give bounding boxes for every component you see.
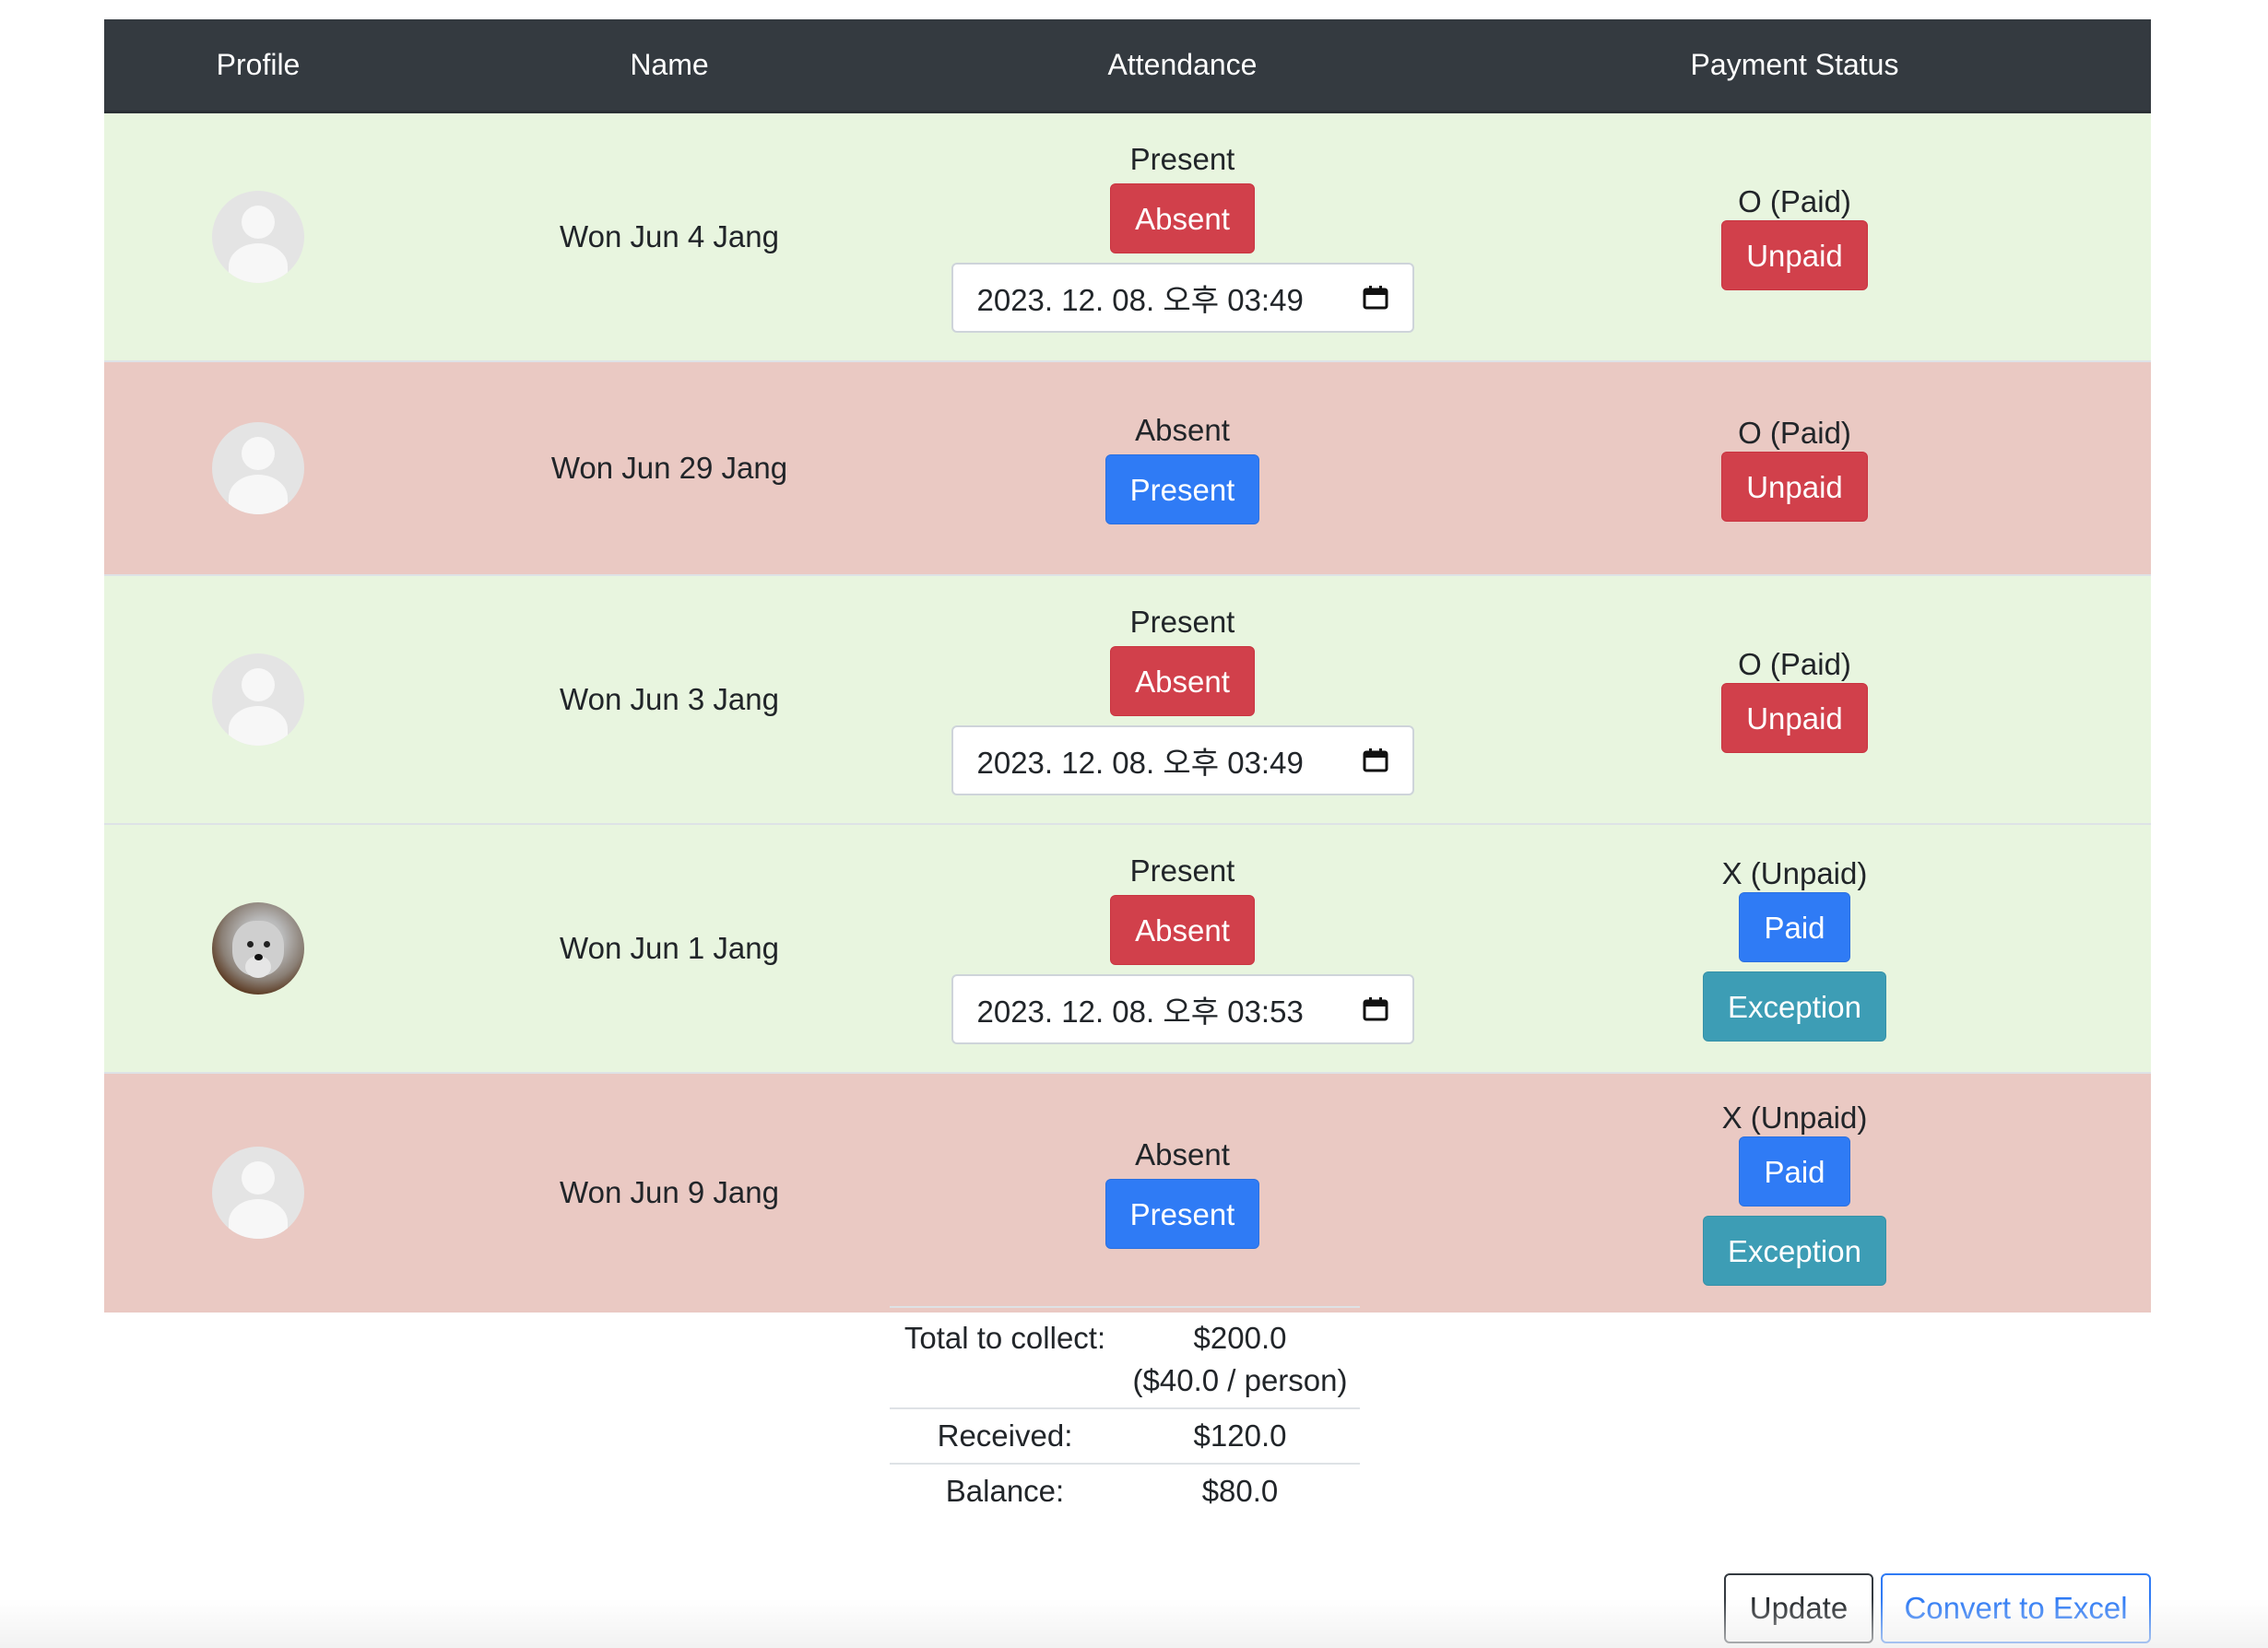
payment-cell: O (Paid) Unpaid [1438,359,2151,575]
attendance-table: Profile Name Attendance Payment Status W… [104,19,2151,1313]
attendance-datetime-input[interactable]: 2023. 12. 08. 오후 03:49 [951,262,1414,333]
table-row: Won Jun 4 Jang Present Absent 2023. 12. … [104,111,2151,361]
payment-cell: O (Paid) Unpaid [1438,573,2151,824]
mark-paid-button[interactable]: Paid [1739,891,1850,962]
received-label: Received: [890,1407,1120,1464]
payment-status: X (Unpaid) [1721,855,1868,890]
attendance-status: Present [1129,141,1235,176]
mark-present-button[interactable]: Present [1104,1179,1260,1249]
name-cell: Won Jun 29 Jang [412,359,927,575]
calendar-icon[interactable] [1363,285,1388,310]
mark-absent-button[interactable]: Absent [1110,894,1255,965]
payment-status: O (Paid) [1738,415,1851,450]
exception-button[interactable]: Exception [1703,971,1886,1042]
total-label: Total to collect: [890,1306,1120,1408]
default-avatar-icon [212,190,304,283]
profile-cell [104,822,412,1073]
mark-unpaid-button[interactable]: Unpaid [1721,219,1868,290]
payment-cell: X (Unpaid) Paid Exception [1438,822,2151,1073]
payment-status: X (Unpaid) [1721,1101,1868,1135]
convert-to-excel-button[interactable]: Convert to Excel [1881,1573,2151,1643]
datetime-value: 2023. 12. 08. 오후 03:53 [976,994,1304,1029]
default-avatar-icon [212,653,304,746]
mark-unpaid-button[interactable]: Unpaid [1721,682,1868,753]
exception-button[interactable]: Exception [1703,1216,1886,1286]
header-payment-status: Payment Status [1438,19,2151,113]
per-person-value: ($40.0 / person) [1132,1363,1348,1397]
attendance-status: Present [1129,853,1235,888]
attendance-cell: Absent Present [927,359,1438,575]
summary-row-total: Total to collect: $200.0 ($40.0 / person… [890,1306,1360,1408]
attendance-status: Present [1129,604,1235,639]
profile-cell [104,111,412,361]
mark-unpaid-button[interactable]: Unpaid [1721,451,1868,522]
table-row: Won Jun 3 Jang Present Absent 2023. 12. … [104,573,2151,824]
attendance-cell: Present Absent 2023. 12. 08. 오후 03:49 [927,111,1438,361]
summary-row-balance: Balance: $80.0 [890,1463,1360,1518]
dog-photo-avatar [212,901,304,995]
attendance-cell: Present Absent 2023. 12. 08. 오후 03:53 [927,822,1438,1073]
payment-cell: O (Paid) Unpaid [1438,111,2151,361]
default-avatar-icon [212,421,304,514]
mark-paid-button[interactable]: Paid [1739,1136,1850,1207]
table-row: Won Jun 29 Jang Absent Present O (Paid) … [104,359,2151,575]
table-row: Won Jun 9 Jang Absent Present X (Unpaid)… [104,1071,2151,1313]
payment-summary: Total to collect: $200.0 ($40.0 / person… [890,1306,1360,1518]
payment-cell: X (Unpaid) Paid Exception [1438,1071,2151,1313]
header-profile: Profile [104,19,412,113]
name-cell: Won Jun 4 Jang [412,111,927,361]
profile-cell [104,1071,412,1313]
balance-label: Balance: [890,1463,1120,1518]
balance-value: $80.0 [1120,1463,1360,1518]
total-value-cell: $200.0 ($40.0 / person) [1120,1306,1360,1408]
payment-status: O (Paid) [1738,646,1851,681]
update-button[interactable]: Update [1724,1573,1873,1643]
attendance-datetime-input[interactable]: 2023. 12. 08. 오후 03:53 [951,973,1414,1044]
table-header-row: Profile Name Attendance Payment Status [104,19,2151,113]
name-cell: Won Jun 1 Jang [412,822,927,1073]
received-value: $120.0 [1120,1407,1360,1464]
name-cell: Won Jun 9 Jang [412,1071,927,1313]
attendance-table-container: Profile Name Attendance Payment Status W… [104,19,2151,1313]
header-name: Name [412,19,927,113]
attendance-datetime-input[interactable]: 2023. 12. 08. 오후 03:49 [951,724,1414,795]
attendance-cell: Absent Present [927,1071,1438,1313]
calendar-icon[interactable] [1363,747,1388,772]
datetime-value: 2023. 12. 08. 오후 03:49 [976,282,1304,317]
table-row: Won Jun 1 Jang Present Absent 2023. 12. … [104,822,2151,1073]
datetime-value: 2023. 12. 08. 오후 03:49 [976,745,1304,780]
mark-absent-button[interactable]: Absent [1110,182,1255,253]
header-attendance: Attendance [927,19,1438,113]
attendance-cell: Present Absent 2023. 12. 08. 오후 03:49 [927,573,1438,824]
payment-status: O (Paid) [1738,183,1851,218]
total-value: $200.0 [1193,1321,1287,1355]
calendar-icon[interactable] [1363,996,1388,1021]
profile-cell [104,359,412,575]
name-cell: Won Jun 3 Jang [412,573,927,824]
attendance-status: Absent [1135,412,1230,447]
mark-absent-button[interactable]: Absent [1110,645,1255,716]
profile-cell [104,573,412,824]
default-avatar-icon [212,1147,304,1239]
mark-present-button[interactable]: Present [1104,453,1260,524]
summary-row-received: Received: $120.0 [890,1407,1360,1464]
attendance-status: Absent [1135,1137,1230,1171]
